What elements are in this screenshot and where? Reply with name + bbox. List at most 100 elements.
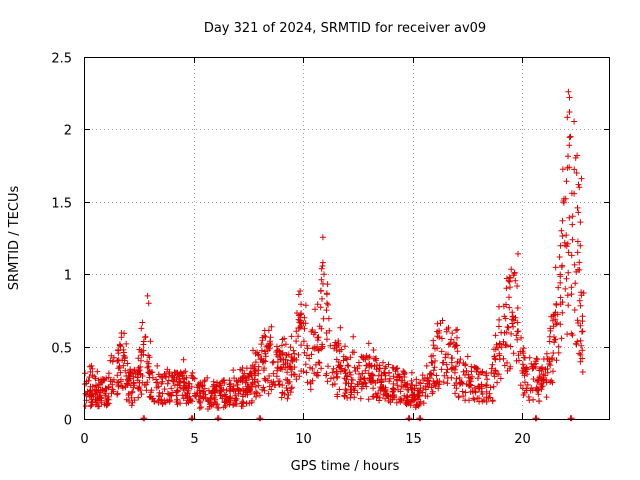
data-point <box>508 330 515 337</box>
data-point <box>212 396 219 403</box>
y-tick-label: 2.5 <box>51 52 72 67</box>
data-point <box>417 398 424 405</box>
data-point <box>457 356 464 363</box>
data-point <box>153 384 160 391</box>
data-point <box>443 361 450 368</box>
data-point <box>368 362 375 369</box>
data-point <box>544 356 551 363</box>
data-point <box>555 343 562 350</box>
data-point <box>277 365 284 372</box>
data-point <box>578 175 585 182</box>
data-point <box>513 357 520 364</box>
data-point <box>383 392 390 399</box>
data-point <box>138 352 145 359</box>
data-point <box>135 365 142 371</box>
data-point <box>494 379 501 386</box>
data-point <box>226 381 233 388</box>
data-point <box>314 343 321 350</box>
data-point <box>148 387 155 394</box>
data-point <box>578 342 585 349</box>
data-point <box>284 395 291 402</box>
data-point <box>145 352 152 359</box>
data-point <box>489 397 496 404</box>
data-point <box>261 375 268 382</box>
data-point <box>143 387 150 394</box>
data-point <box>484 376 491 383</box>
y-tick-label: 1.5 <box>51 197 72 212</box>
data-point <box>324 281 331 288</box>
data-point <box>230 386 237 393</box>
data-point <box>147 338 154 345</box>
data-point <box>557 294 564 301</box>
data-point <box>491 373 498 380</box>
data-point <box>94 368 101 375</box>
data-point <box>312 361 319 368</box>
data-point <box>579 369 586 375</box>
data-point <box>558 335 565 342</box>
data-point <box>425 377 432 384</box>
data-point <box>577 351 584 358</box>
data-point <box>204 374 211 381</box>
data-point <box>120 352 127 359</box>
data-point <box>454 334 460 341</box>
data-point <box>454 358 461 365</box>
data-point <box>347 394 354 401</box>
data-point <box>543 350 550 357</box>
data-point <box>378 376 384 383</box>
data-point <box>223 398 230 404</box>
data-point <box>458 379 465 385</box>
data-point <box>145 360 152 367</box>
data-point <box>122 367 129 374</box>
plot-frame <box>84 57 610 420</box>
data-point <box>378 379 385 385</box>
data-point <box>382 395 389 402</box>
data-point <box>536 398 543 405</box>
data-point <box>406 415 413 422</box>
data-point <box>472 389 479 396</box>
data-point <box>530 376 537 382</box>
data-point <box>262 350 269 357</box>
data-point <box>130 380 137 387</box>
data-point <box>345 363 352 369</box>
data-point <box>449 330 456 337</box>
data-point <box>519 385 526 392</box>
data-point <box>579 355 586 362</box>
data-point <box>262 358 269 365</box>
data-point <box>440 379 447 386</box>
data-point <box>503 285 510 292</box>
data-point <box>507 343 514 350</box>
data-point <box>121 354 128 360</box>
data-point <box>427 370 434 377</box>
data-point <box>330 365 337 372</box>
data-point <box>195 381 202 388</box>
data-point <box>138 325 145 332</box>
data-point <box>509 316 515 323</box>
data-point <box>358 353 365 360</box>
data-point <box>564 292 571 299</box>
axis-ticks: 0 0.5 1 1.5 2 2.5 0 5 10 15 20 <box>51 52 610 447</box>
data-point <box>568 291 575 298</box>
data-point <box>347 354 354 361</box>
data-point <box>252 383 259 390</box>
data-point <box>240 374 247 381</box>
data-point <box>336 348 343 355</box>
data-point <box>454 326 461 333</box>
data-point <box>96 392 103 399</box>
data-point <box>579 328 585 335</box>
data-point <box>534 356 541 363</box>
data-point <box>496 303 502 310</box>
data-point <box>555 349 562 356</box>
data-point <box>502 342 509 349</box>
data-point <box>412 403 419 410</box>
data-point <box>180 375 187 382</box>
data-point <box>319 295 325 302</box>
data-point <box>161 386 168 393</box>
data-point <box>258 355 265 362</box>
data-point <box>295 291 302 298</box>
data-point <box>373 394 380 401</box>
data-point <box>269 359 276 366</box>
data-point <box>420 400 427 407</box>
data-point <box>369 393 376 400</box>
data-point <box>251 368 258 375</box>
data-point <box>254 390 261 397</box>
